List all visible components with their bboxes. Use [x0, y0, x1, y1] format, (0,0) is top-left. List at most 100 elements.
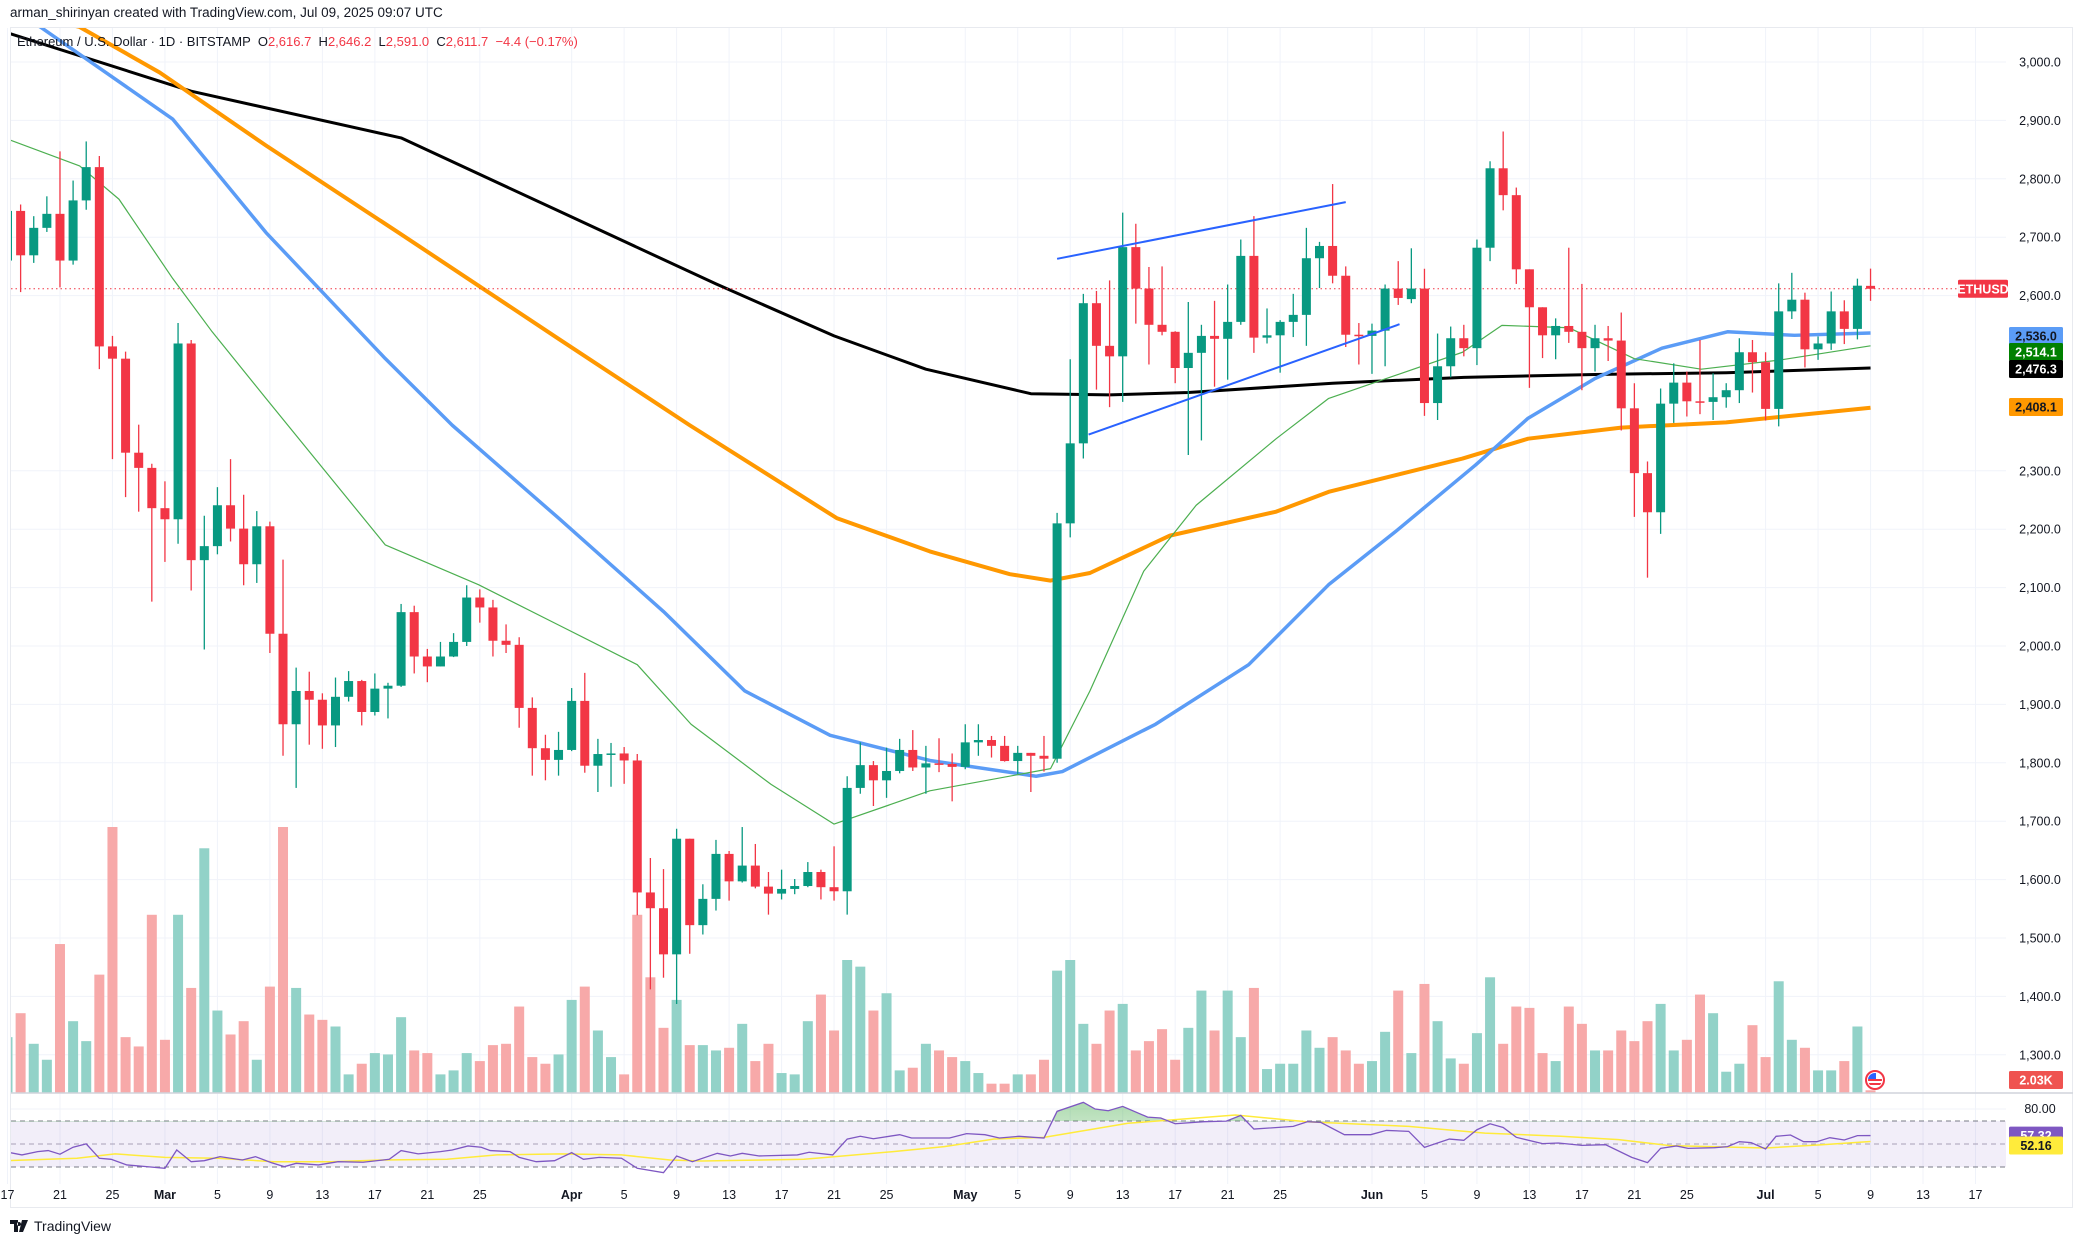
candle-body	[816, 872, 826, 888]
candle	[1813, 336, 1823, 360]
channel-lower-trendline[interactable]	[1088, 323, 1400, 436]
candle-body	[593, 754, 603, 766]
close-label: C	[436, 34, 446, 49]
candle-body	[449, 641, 459, 657]
candle	[29, 216, 39, 263]
candle	[42, 196, 52, 232]
candle-body	[1393, 288, 1403, 298]
candle	[908, 730, 918, 771]
ma-black-badge: 2,476.3	[2009, 360, 2063, 378]
candle-body	[1524, 269, 1534, 308]
volume-bar	[1117, 1003, 1128, 1093]
candle	[960, 724, 970, 770]
candle	[1367, 323, 1377, 374]
candle-body	[239, 528, 249, 565]
candle	[1393, 261, 1403, 305]
time-axis-label: Jul	[1757, 1188, 1775, 1202]
candle	[1734, 338, 1744, 404]
candle	[1498, 131, 1508, 211]
volume-bar	[592, 1030, 603, 1093]
volume-bar	[1655, 1003, 1666, 1093]
candle-body	[396, 612, 406, 686]
candle-body	[580, 700, 590, 766]
volume-bar	[1471, 1033, 1482, 1093]
price-axis-label: 2,700.0	[2019, 231, 2061, 245]
time-axis-label: 21	[420, 1188, 434, 1202]
candle	[659, 869, 668, 978]
ma-orange-badge-bg	[2009, 398, 2063, 416]
candle-body	[777, 888, 787, 894]
trendlines[interactable]	[1056, 201, 1400, 436]
candle	[226, 459, 236, 542]
volume-bar	[566, 999, 577, 1093]
candle	[1511, 187, 1521, 284]
candle-body	[1734, 352, 1744, 391]
candle-body	[619, 753, 629, 761]
ma-black-badge-bg	[2009, 360, 2063, 378]
candle-body	[383, 685, 393, 689]
channel-upper-trendline[interactable]	[1056, 201, 1346, 260]
candle-body	[1472, 247, 1482, 349]
volume-bar	[81, 1041, 92, 1093]
candle-body	[1839, 311, 1849, 329]
candle-body	[1590, 338, 1600, 349]
candle-body	[567, 700, 577, 750]
candle-body	[790, 886, 800, 889]
tradingview-logo[interactable]: TradingView	[10, 1218, 111, 1234]
candle	[934, 738, 944, 773]
candle-body	[921, 763, 931, 768]
volume-bar	[146, 914, 157, 1093]
candle-body	[724, 853, 734, 882]
candle	[422, 648, 432, 683]
candle-body	[1866, 285, 1876, 289]
rsi-ma-badge-text: 52.16	[2020, 1139, 2051, 1153]
candle	[1524, 269, 1534, 388]
candle-body	[659, 908, 668, 955]
volume-bar	[789, 1074, 800, 1093]
candle	[1603, 325, 1613, 362]
volume-bar	[1458, 1063, 1469, 1093]
candle	[331, 677, 340, 748]
candle-body	[632, 760, 642, 893]
candle	[344, 671, 354, 702]
rsi-line	[11, 1101, 1871, 1174]
candle	[160, 481, 170, 562]
time-axis-label: 25	[880, 1188, 894, 1202]
volume-bar	[1721, 1071, 1732, 1093]
candle-body	[1459, 338, 1469, 349]
volume-bar	[829, 1030, 840, 1093]
volume-bar	[1445, 1058, 1456, 1093]
rsi-pane	[11, 1101, 2006, 1174]
candle	[186, 339, 196, 591]
candle-body	[1419, 288, 1429, 404]
candle-body	[1118, 247, 1128, 357]
candle-body	[803, 872, 813, 887]
candle	[147, 463, 157, 602]
candle-body	[304, 690, 314, 700]
candle	[803, 862, 813, 888]
volume-bar	[1747, 1025, 1758, 1093]
volume-bar	[212, 1010, 223, 1093]
time-axis-label: 25	[106, 1188, 120, 1202]
candle	[1616, 312, 1626, 431]
volume-bar	[1012, 1074, 1023, 1093]
volume-bar	[1170, 1059, 1181, 1093]
volume-bar	[1681, 1039, 1692, 1093]
us-flag-event-icon[interactable]	[1865, 1070, 1885, 1090]
candle	[540, 734, 550, 781]
candle	[1577, 283, 1587, 391]
volume-bar	[724, 1047, 735, 1093]
candle-body	[11, 210, 12, 261]
time-axis-label: 5	[1421, 1188, 1428, 1202]
candle-body	[763, 886, 773, 894]
candle	[987, 735, 996, 758]
candle-body	[160, 508, 170, 520]
symbol-description[interactable]: Ethereum / U.S. Dollar · 1D · BITSTAMP	[17, 34, 251, 49]
candle	[173, 323, 183, 544]
candle	[107, 335, 117, 460]
candle	[1538, 307, 1548, 359]
candle-body	[291, 690, 301, 725]
candle-body	[1826, 311, 1836, 344]
chart-attribution: arman_shirinyan created with TradingView…	[10, 5, 443, 20]
